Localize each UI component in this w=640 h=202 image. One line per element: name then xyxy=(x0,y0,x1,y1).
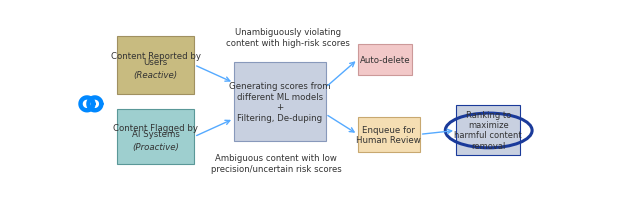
Text: Generating scores from
different ML models
+
Filtering, De-duping: Generating scores from different ML mode… xyxy=(229,82,330,122)
Text: Auto-delete: Auto-delete xyxy=(360,56,410,64)
FancyBboxPatch shape xyxy=(456,105,520,155)
Text: Content Reported by: Content Reported by xyxy=(111,51,201,60)
FancyBboxPatch shape xyxy=(234,63,326,141)
Text: AI Systems: AI Systems xyxy=(132,129,180,138)
FancyBboxPatch shape xyxy=(358,118,420,152)
Text: Ambiguous content with low
precision/uncertain risk scores: Ambiguous content with low precision/unc… xyxy=(211,154,341,173)
FancyBboxPatch shape xyxy=(117,37,194,94)
Text: Enqueue for
Human Review: Enqueue for Human Review xyxy=(356,125,421,144)
Text: Users: Users xyxy=(143,58,168,67)
Text: Unambiguously violating
content with high-risk scores: Unambiguously violating content with hig… xyxy=(227,28,350,47)
FancyBboxPatch shape xyxy=(117,110,194,164)
Text: (Proactive): (Proactive) xyxy=(132,142,179,151)
Text: (Reactive): (Reactive) xyxy=(134,71,178,80)
Text: Ranking to
maximize
harmful content
removal: Ranking to maximize harmful content remo… xyxy=(454,110,522,150)
Text: Content Flagged by: Content Flagged by xyxy=(113,123,198,132)
FancyBboxPatch shape xyxy=(358,44,412,76)
